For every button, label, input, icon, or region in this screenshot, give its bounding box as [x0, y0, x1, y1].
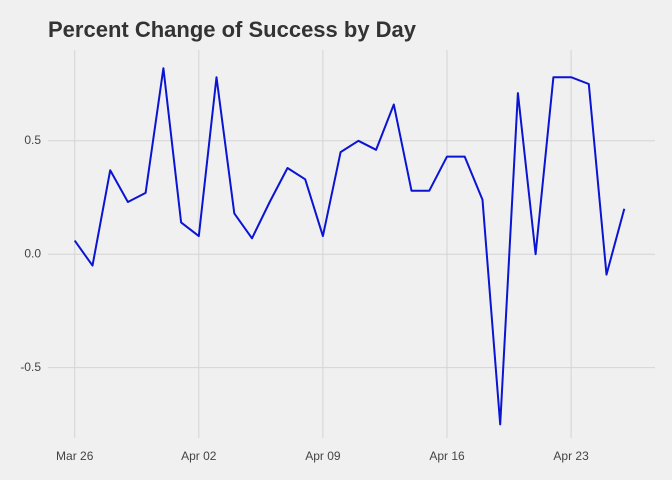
y-tick-label: -0.5 — [20, 360, 41, 374]
chart-title: Percent Change of Success by Day — [48, 17, 417, 42]
x-tick-label: Apr 23 — [553, 449, 589, 463]
data-line — [73, 67, 626, 426]
x-tick-label: Apr 02 — [181, 449, 217, 463]
x-tick-label: Apr 09 — [305, 449, 341, 463]
y-tick-label: 0.0 — [24, 246, 41, 260]
y-tick-label: 0.5 — [24, 133, 41, 147]
x-tick-label: Mar 26 — [56, 449, 94, 463]
x-tick-label: Apr 16 — [429, 449, 465, 463]
